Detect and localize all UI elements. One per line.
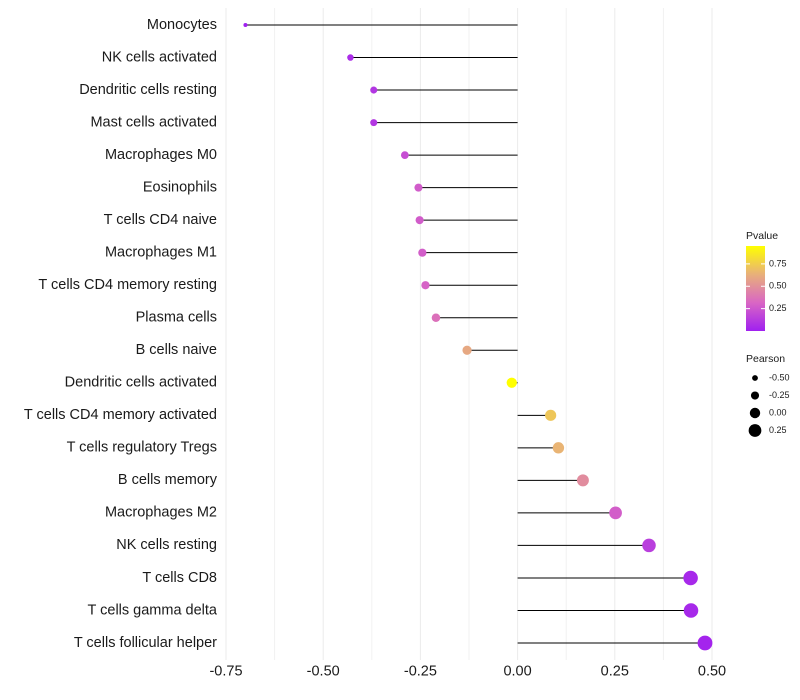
category-label: T cells CD4 naive: [104, 212, 217, 228]
category-label: T cells gamma delta: [88, 602, 218, 618]
category-label: B cells naive: [136, 342, 217, 358]
lollipop-point: [347, 54, 354, 61]
point-layer: [243, 23, 713, 651]
category-label: Macrophages M2: [105, 505, 217, 521]
x-tick-label: 0.25: [601, 664, 629, 680]
lollipop-point: [414, 183, 423, 192]
category-labels: Monocytes NK cells activated Dendritic cel…: [24, 17, 218, 651]
category-label: NK cells resting: [116, 537, 217, 553]
pvalue-legend-tick-label: 0.25: [769, 303, 787, 313]
lollipop-point: [370, 86, 378, 94]
pearson-legend-key: [750, 391, 760, 400]
lollipop-point: [642, 538, 656, 553]
lollipop-point: [370, 119, 378, 127]
pearson-legend-key: [748, 424, 762, 437]
lollipop-point: [506, 377, 517, 388]
pearson-legend: Pearson -0.50 -0.25 0.00 0.25: [746, 353, 790, 437]
pvalue-legend-tick-label: 0.50: [769, 281, 787, 291]
pvalue-legend-title: Pvalue: [746, 230, 778, 242]
category-label: T cells follicular helper: [74, 635, 217, 651]
lollipop-point: [683, 603, 699, 618]
pearson-legend-key: [752, 375, 758, 381]
category-label: Eosinophils: [143, 179, 217, 195]
pvalue-legend-tick-label: 0.75: [769, 258, 787, 268]
category-label: T cells CD8: [142, 570, 217, 586]
lollipop-point: [431, 313, 441, 322]
pearson-legend-label: 0.25: [769, 425, 787, 435]
x-tick-label: 0.00: [503, 664, 531, 680]
x-tick-label: -0.50: [307, 664, 340, 680]
category-label: Macrophages M1: [105, 245, 217, 261]
category-label: Mast cells activated: [90, 114, 217, 130]
category-label: NK cells activated: [102, 49, 217, 65]
pearson-legend-label: -0.50: [769, 372, 790, 382]
pearson-legend-title: Pearson: [746, 353, 785, 365]
x-axis-ticks: -0.75 -0.50 -0.25 0.00 0.25 0.50: [209, 664, 726, 680]
lollipop-point: [576, 474, 589, 487]
lollipop-point: [243, 23, 248, 27]
lollipop-point: [545, 409, 557, 421]
lollipop-point: [683, 570, 698, 586]
category-label: T cells regulatory Tregs: [67, 440, 217, 456]
lollipop-point: [418, 248, 427, 257]
pearson-legend-label: -0.25: [769, 390, 790, 400]
lollipop-point: [609, 506, 622, 520]
lollipop-point: [415, 216, 424, 225]
pvalue-colorbar: [746, 246, 765, 331]
category-label: B cells memory: [118, 472, 218, 488]
category-label: Monocytes: [147, 17, 217, 33]
stem-layer: [245, 24, 706, 644]
lollipop-point: [697, 635, 713, 651]
lollipop-point: [421, 281, 430, 290]
lollipop-point: [400, 151, 409, 159]
lollipop-point: [462, 345, 472, 355]
x-tick-label: 0.50: [698, 664, 726, 680]
lollipop-point: [552, 442, 565, 454]
pearson-legend-key: [749, 407, 761, 419]
category-label: Dendritic cells resting: [79, 82, 217, 98]
pearson-legend-label: 0.00: [769, 407, 787, 417]
category-label: Dendritic cells activated: [65, 375, 217, 391]
grid-layer: [225, 8, 713, 660]
category-label: T cells CD4 memory resting: [38, 277, 217, 293]
category-label: T cells CD4 memory activated: [24, 407, 217, 423]
category-label: Plasma cells: [136, 310, 217, 326]
x-tick-label: -0.25: [404, 664, 437, 680]
x-tick-label: -0.75: [209, 664, 242, 680]
pvalue-legend: Pvalue 0.25 0.50 0.75: [746, 230, 787, 331]
category-label: Macrophages M0: [105, 147, 217, 163]
